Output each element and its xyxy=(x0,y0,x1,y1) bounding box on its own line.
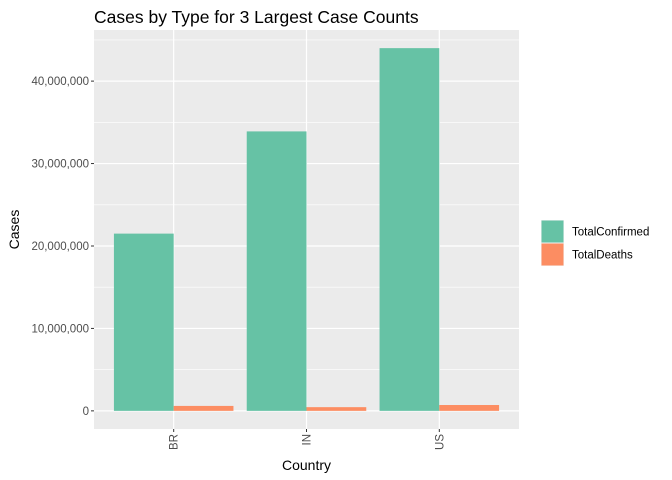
x-axis-title: Country xyxy=(282,457,331,473)
chart-title: Cases by Type for 3 Largest Case Counts xyxy=(94,7,419,27)
legend: TotalConfirmed TotalDeaths xyxy=(541,220,649,266)
bar-TotalConfirmed-IN xyxy=(246,131,307,411)
legend-label: TotalConfirmed xyxy=(572,227,649,239)
y-tick-label: 20,000,000 xyxy=(31,241,89,253)
bar-TotalConfirmed-BR xyxy=(113,233,174,411)
y-tick-label: 10,000,000 xyxy=(31,323,89,335)
legend-key-TotalConfirmed xyxy=(541,220,564,243)
x-tick-label: IN xyxy=(302,434,314,446)
x-axis: BR IN US xyxy=(169,429,446,450)
y-axis: 0 10,000,000 20,000,000 30,000,000 40,000,00… xyxy=(31,76,94,418)
legend-label: TotalDeaths xyxy=(572,250,633,262)
y-tick-label: 0 xyxy=(83,406,89,418)
y-tick-label: 40,000,000 xyxy=(31,76,89,88)
y-tick-label: 30,000,000 xyxy=(31,159,89,171)
x-tick-label: US xyxy=(434,434,446,450)
bar-TotalDeaths-IN xyxy=(306,407,367,411)
bar-TotalConfirmed-US xyxy=(379,48,440,411)
legend-key-TotalDeaths xyxy=(541,243,564,266)
x-tick-label: BR xyxy=(169,434,181,450)
bar-TotalDeaths-US xyxy=(439,405,500,411)
bar-TotalDeaths-BR xyxy=(173,405,234,411)
y-axis-title: Cases xyxy=(6,210,22,250)
bars xyxy=(113,48,500,411)
